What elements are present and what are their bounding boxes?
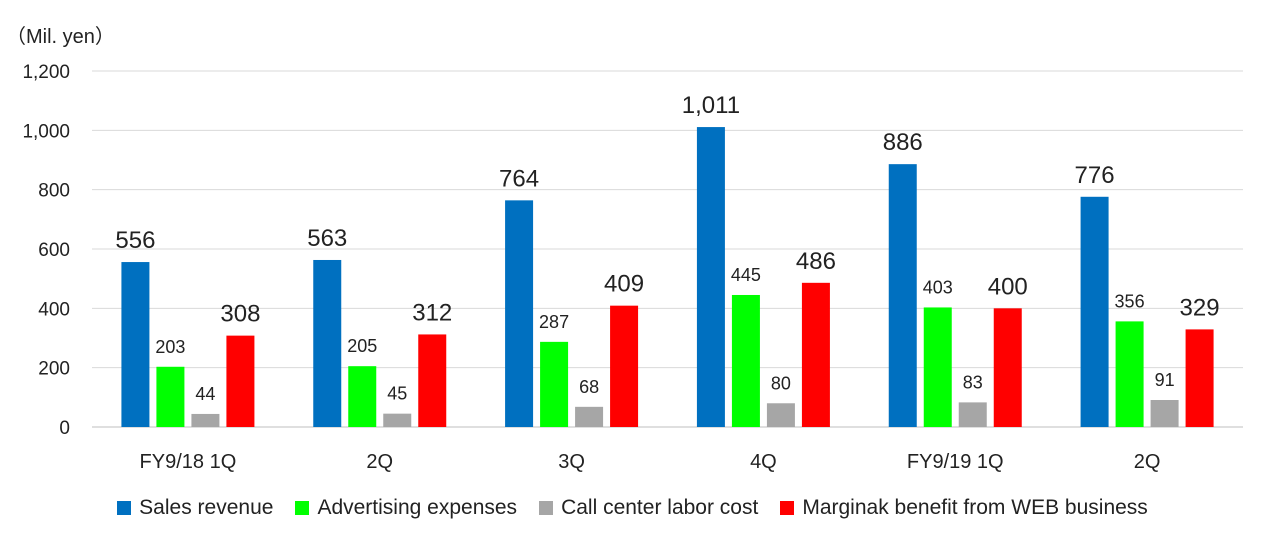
bar <box>505 200 534 427</box>
legend-swatch-sales-revenue <box>117 501 132 515</box>
legend-item-marginal-benefit: Marginak benefit from WEB business <box>780 496 1148 520</box>
x-tick-label: 4Q <box>750 451 777 473</box>
data-label: 556 <box>115 227 155 254</box>
y-tick-label: 600 <box>38 240 70 261</box>
data-label: 1,011 <box>682 92 740 119</box>
legend-item-sales-revenue: Sales revenue <box>117 496 273 520</box>
data-label: 80 <box>771 373 791 393</box>
y-tick-label: 800 <box>38 181 70 202</box>
data-label: 403 <box>923 277 953 297</box>
legend-item-call-center-labor-cost: Call center labor cost <box>539 496 758 520</box>
legend-label-sales-revenue: Sales revenue <box>139 496 274 519</box>
bar <box>766 403 795 427</box>
bar <box>923 307 952 427</box>
bar <box>226 335 255 427</box>
legend-label-marginal-benefit: Marginak benefit from WEB business <box>802 496 1148 519</box>
bar <box>348 366 377 427</box>
x-tick-label: 3Q <box>558 451 585 473</box>
bar <box>610 305 639 427</box>
bar <box>313 259 342 427</box>
bar <box>575 406 604 427</box>
bar <box>121 262 150 427</box>
bar <box>801 282 830 427</box>
data-label: 563 <box>307 225 347 252</box>
bar <box>1150 400 1179 427</box>
y-axis-unit-label: （Mil. yen） <box>6 26 115 48</box>
legend-swatch-call-center-labor-cost <box>539 501 554 515</box>
bar <box>383 413 412 427</box>
data-label: 312 <box>412 299 452 326</box>
data-label: 68 <box>579 377 599 397</box>
x-tick-label: 2Q <box>366 451 393 473</box>
bar <box>888 164 917 428</box>
bar <box>993 308 1022 427</box>
data-label: 409 <box>604 271 644 298</box>
data-label: 45 <box>387 384 407 404</box>
y-tick-label: 0 <box>59 418 70 439</box>
bar <box>958 402 987 427</box>
data-label: 400 <box>988 273 1028 300</box>
bar <box>540 341 569 427</box>
bar <box>156 366 185 427</box>
y-tick-label: 400 <box>38 299 70 320</box>
legend-swatch-advertising-expenses <box>295 501 310 515</box>
x-tick-label: FY9/19 1Q <box>907 451 1004 473</box>
bar <box>1080 196 1109 427</box>
bar <box>1115 321 1144 427</box>
data-label: 764 <box>499 165 539 192</box>
bar <box>731 294 760 427</box>
data-label: 83 <box>963 372 983 392</box>
bar <box>418 334 447 427</box>
bar <box>191 413 220 427</box>
data-label: 203 <box>155 337 185 357</box>
data-label: 356 <box>1115 291 1145 311</box>
data-label: 776 <box>1075 162 1115 189</box>
legend-swatch-marginal-benefit <box>780 501 795 515</box>
data-label: 445 <box>731 265 761 285</box>
bar <box>696 127 725 427</box>
legend-item-advertising-expenses: Advertising expenses <box>295 496 517 520</box>
data-label: 44 <box>195 384 215 404</box>
data-label: 91 <box>1155 370 1175 390</box>
y-tick-label: 1,200 <box>22 62 70 83</box>
data-label: 329 <box>1180 294 1220 321</box>
data-label: 287 <box>539 312 569 332</box>
data-label: 205 <box>347 336 377 356</box>
legend: Sales revenue Advertising expenses Call … <box>0 496 1265 520</box>
bar <box>1185 329 1214 427</box>
data-label: 886 <box>883 129 923 156</box>
data-label: 486 <box>796 248 836 275</box>
x-tick-label: FY9/18 1Q <box>140 451 237 473</box>
y-tick-label: 200 <box>38 359 70 380</box>
x-tick-label: 2Q <box>1134 451 1161 473</box>
legend-label-advertising-expenses: Advertising expenses <box>317 496 518 519</box>
legend-label-call-center-labor-cost: Call center labor cost <box>561 496 759 519</box>
y-tick-label: 1,000 <box>22 121 70 142</box>
data-label: 308 <box>220 301 260 328</box>
